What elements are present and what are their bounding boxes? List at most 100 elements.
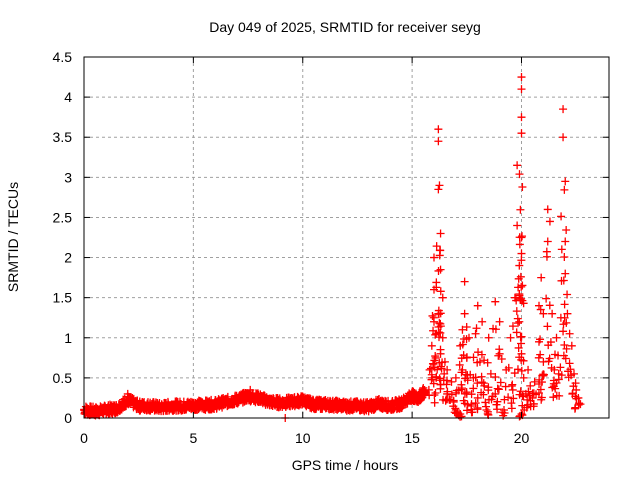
data-point: [517, 294, 526, 303]
data-point: [536, 350, 545, 359]
data-point: [469, 384, 478, 393]
data-point: [517, 366, 526, 375]
data-point: [574, 393, 583, 402]
data-point: [526, 381, 535, 390]
data-point: [557, 371, 566, 380]
data-point: [524, 387, 533, 396]
data-point: [497, 354, 506, 363]
data-point: [557, 245, 566, 254]
data-point: [436, 229, 445, 238]
data-point: [479, 390, 488, 399]
y-tick-label: 0: [64, 410, 72, 426]
data-point: [518, 182, 527, 191]
data-point: [430, 356, 439, 365]
data-point: [442, 380, 451, 389]
data-point: [467, 390, 476, 399]
y-axis-label: SRMTID / TECUs: [5, 182, 21, 292]
data-point: [561, 237, 570, 246]
data-point: [456, 412, 465, 421]
data-point: [545, 217, 554, 226]
data-point: [546, 338, 555, 347]
data-point: [517, 85, 526, 94]
data-point: [566, 365, 575, 374]
data-point: [515, 240, 524, 249]
data-point: [575, 399, 584, 408]
data-point: [561, 269, 570, 278]
data-point: [483, 358, 492, 367]
data-point: [425, 365, 434, 374]
data-point: [478, 317, 487, 326]
data-point: [472, 324, 481, 333]
data-point: [426, 364, 435, 373]
data-point: [515, 317, 524, 326]
data-point: [447, 377, 456, 386]
data-point: [495, 345, 504, 354]
data-point: [572, 385, 581, 394]
data-point: [486, 369, 495, 378]
data-point: [494, 385, 503, 394]
data-point: [559, 327, 568, 336]
chart-title: Day 049 of 2025, SRMTID for receiver sey…: [209, 19, 481, 35]
data-point: [513, 161, 522, 170]
data-point: [428, 311, 437, 320]
data-point: [524, 365, 533, 374]
data-point: [563, 309, 572, 318]
data-point: [473, 405, 482, 414]
data-point: [561, 354, 570, 363]
data-point: [552, 391, 561, 400]
data-point: [434, 125, 443, 134]
data-point: [460, 309, 469, 318]
x-tick-label: 20: [514, 430, 530, 446]
data-point: [506, 333, 515, 342]
data-point: [565, 329, 574, 338]
data-point: [567, 341, 576, 350]
data-point: [518, 401, 527, 410]
data-point: [436, 287, 445, 296]
data-point: [436, 265, 445, 274]
data-point: [427, 341, 436, 350]
data-point: [530, 377, 539, 386]
data-point: [427, 370, 436, 379]
data-point: [548, 309, 557, 318]
data-point: [429, 379, 438, 388]
data-point: [542, 252, 551, 261]
data-point: [445, 395, 454, 404]
x-tick-label: 5: [189, 430, 197, 446]
data-point: [539, 309, 548, 318]
data-point: [563, 290, 572, 299]
y-tick-label: 1: [64, 330, 72, 346]
data-point: [430, 253, 438, 262]
data-point: [493, 384, 502, 393]
data-point: [537, 393, 546, 402]
data-point: [484, 383, 493, 392]
data-point: [520, 406, 529, 415]
data-point: [475, 357, 484, 366]
data-point: [529, 400, 538, 409]
x-tick-label: 0: [80, 430, 88, 446]
data-point: [438, 333, 447, 342]
data-point: [430, 390, 439, 399]
data-point: [537, 378, 546, 387]
data-point: [550, 365, 559, 374]
data-point: [491, 297, 500, 306]
data-point: [519, 373, 528, 382]
data-point: [512, 307, 521, 316]
data-point: [559, 276, 568, 285]
data-point: [517, 249, 526, 258]
data-point: [552, 333, 561, 342]
data-point: [537, 273, 546, 282]
data-point: [462, 322, 471, 331]
data-point: [495, 317, 504, 326]
data-point: [508, 322, 517, 331]
data-point: [516, 205, 525, 214]
data-point: [434, 185, 443, 194]
data-point: [457, 380, 466, 389]
y-tick-label: 1.5: [53, 290, 73, 306]
data-point: [424, 385, 433, 394]
data-point: [491, 373, 500, 382]
data-point: [517, 256, 526, 265]
data-point: [560, 300, 569, 309]
data-point: [513, 221, 522, 230]
data-point: [482, 405, 491, 414]
